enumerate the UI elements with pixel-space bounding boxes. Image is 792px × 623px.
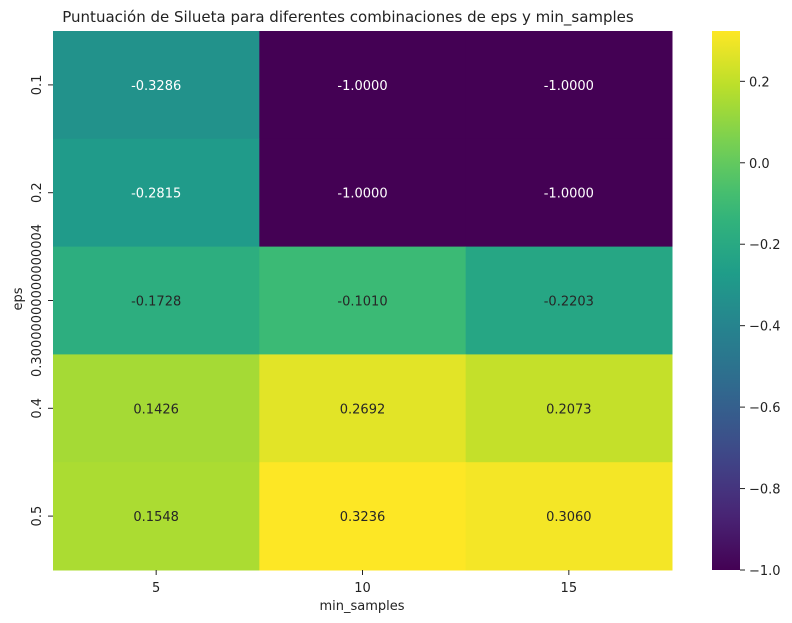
colorbar: 0.2 0.0 −0.2 −0.4 −0.6 −0.8 −1.0 bbox=[712, 31, 781, 579]
cell-value-label: 0.3236 bbox=[340, 510, 386, 525]
x-tick-label: 5 bbox=[152, 581, 160, 596]
heatmap-cell bbox=[465, 138, 673, 248]
cell-value-label: -1.0000 bbox=[337, 187, 387, 202]
heatmap-cell bbox=[259, 246, 467, 355]
heatmap-cell bbox=[259, 138, 467, 248]
y-axis-label: eps bbox=[11, 287, 26, 310]
chart-title: Puntuación de Silueta para diferentes co… bbox=[62, 8, 634, 27]
x-tick-label: 10 bbox=[354, 581, 371, 596]
colorbar-gradient bbox=[712, 31, 740, 570]
y-axis: 0.1 0.2 0.30000000000000004 0.4 0.5 bbox=[30, 75, 53, 527]
y-tick-label: 0.30000000000000004 bbox=[30, 224, 45, 377]
cell-value-label: -0.1728 bbox=[131, 295, 181, 310]
cell-value-label: -0.3286 bbox=[131, 79, 181, 94]
colorbar-tick-label: −0.6 bbox=[749, 401, 781, 416]
cell-value-label: -0.2203 bbox=[544, 295, 594, 310]
colorbar-tick-label: −1.0 bbox=[749, 564, 781, 579]
x-tick-label: 15 bbox=[561, 581, 578, 596]
cell-value-label: 0.2692 bbox=[340, 402, 386, 417]
heatmap-cell bbox=[259, 31, 467, 140]
colorbar-tick-label: −0.8 bbox=[749, 483, 781, 498]
colorbar-tick-label: −0.2 bbox=[749, 238, 781, 253]
cell-value-label: 0.3060 bbox=[546, 510, 592, 525]
cell-value-label: 0.1548 bbox=[133, 510, 179, 525]
heatmap-cell bbox=[53, 31, 260, 140]
cell-value-label: -1.0000 bbox=[544, 187, 594, 202]
heatmap-cell bbox=[53, 138, 260, 248]
heatmap-cell bbox=[53, 354, 260, 463]
cell-value-label: -1.0000 bbox=[544, 79, 594, 94]
cell-value-label: -0.1010 bbox=[337, 295, 387, 310]
colorbar-tick-label: 0.2 bbox=[749, 75, 770, 90]
y-tick-label: 0.4 bbox=[30, 398, 45, 419]
heatmap-cell bbox=[465, 31, 673, 140]
cell-value-label: -1.0000 bbox=[337, 79, 387, 94]
colorbar-tick-label: 0.0 bbox=[749, 157, 770, 172]
cell-value-label: -0.2815 bbox=[131, 187, 181, 202]
y-tick-label: 0.1 bbox=[30, 75, 45, 96]
y-tick-label: 0.2 bbox=[30, 182, 45, 203]
heatmap-cell bbox=[465, 246, 673, 355]
cell-value-label: 0.1426 bbox=[133, 402, 179, 417]
x-axis: 5 10 15 bbox=[152, 570, 577, 596]
heatmap-cells bbox=[53, 31, 673, 571]
y-tick-label: 0.5 bbox=[30, 506, 45, 527]
cell-value-label: 0.2073 bbox=[546, 402, 592, 417]
heatmap-cell bbox=[53, 462, 260, 571]
heatmap-cell bbox=[465, 462, 673, 571]
heatmap-cell bbox=[53, 246, 260, 355]
heatmap-cell-labels: -0.3286 -1.0000 -1.0000 -0.2815 -1.0000 -1.00… bbox=[131, 79, 594, 525]
x-axis-label: min_samples bbox=[319, 599, 404, 614]
heatmap-cell bbox=[259, 462, 467, 571]
heatmap-cell bbox=[465, 354, 673, 463]
heatmap-cell bbox=[259, 354, 467, 463]
colorbar-tick-label: −0.4 bbox=[749, 320, 781, 335]
